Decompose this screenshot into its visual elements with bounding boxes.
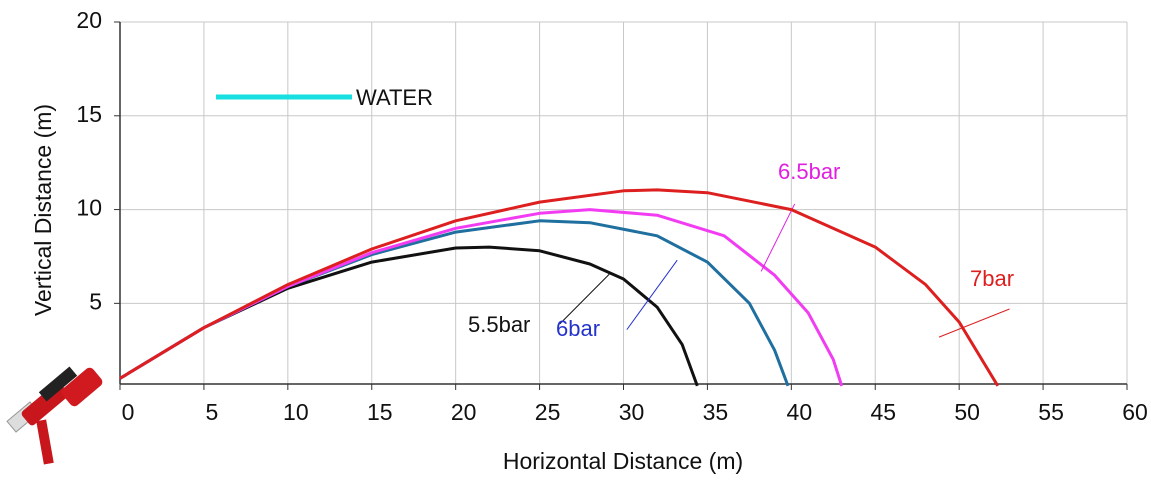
legend-label: WATER xyxy=(356,85,433,110)
y-axis-title: Vertical Distance (m) xyxy=(30,104,56,316)
series-label: 6bar xyxy=(556,316,600,341)
label-leader xyxy=(626,259,678,330)
label-leader xyxy=(760,203,796,272)
x-tick-label: 55 xyxy=(1038,399,1064,425)
series-line xyxy=(119,245,699,387)
series-label: 6.5bar xyxy=(778,159,840,184)
x-tick-label: 30 xyxy=(619,399,645,425)
y-tick-label: 10 xyxy=(76,195,102,221)
label-leader xyxy=(938,308,1010,338)
x-tick-label: 10 xyxy=(283,399,309,425)
x-tick-label: 5 xyxy=(206,399,219,425)
x-tick-label: 50 xyxy=(954,399,980,425)
x-tick-label: 40 xyxy=(787,399,813,425)
series-label: 7bar xyxy=(970,266,1014,291)
x-tick-label: 20 xyxy=(451,399,477,425)
x-tick-label: 25 xyxy=(535,399,561,425)
y-tick-label: 5 xyxy=(89,288,102,314)
series-label: 5.5bar xyxy=(468,312,530,337)
x-tick-label: 35 xyxy=(703,399,729,425)
nozzle-icon xyxy=(6,366,103,465)
y-tick-label: 20 xyxy=(76,7,102,33)
x-tick-label: 0 xyxy=(122,399,135,425)
x-tick-label: 45 xyxy=(870,399,896,425)
x-tick-label: 60 xyxy=(1122,399,1148,425)
label-leader xyxy=(559,272,611,325)
series-line xyxy=(119,208,844,387)
x-axis-title: Horizontal Distance (m) xyxy=(503,448,743,474)
x-tick-label: 15 xyxy=(367,399,393,425)
series-line xyxy=(119,188,1000,387)
y-tick-label: 15 xyxy=(76,101,102,127)
